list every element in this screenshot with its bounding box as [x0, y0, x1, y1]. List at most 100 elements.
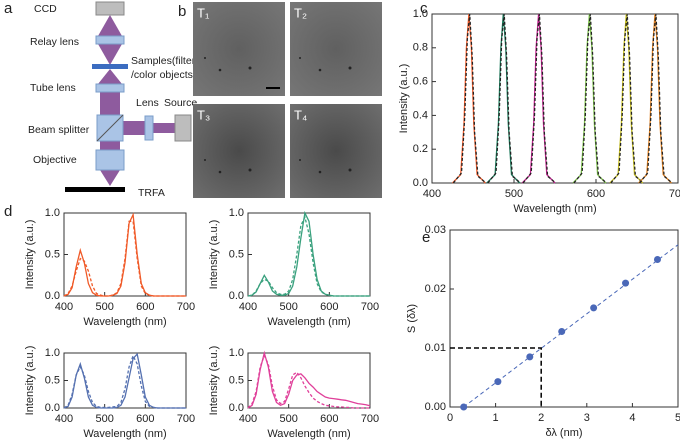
diagram-label: Lens	[136, 97, 159, 109]
spectrum-line	[638, 13, 673, 184]
diagram-label: Beam splitter	[28, 124, 90, 136]
image-grid	[193, 2, 382, 198]
y-tick-label: 0.4	[413, 109, 428, 121]
y-tick-label: 0.00	[425, 401, 446, 413]
spectrum-line	[573, 13, 608, 184]
x-tick-label: 400	[239, 413, 257, 425]
diagram-label: Source	[164, 97, 197, 109]
y-tick-label: 0.0	[45, 402, 60, 414]
y-axis-title: S (δλ)	[406, 304, 418, 333]
x-tick-label: 700	[177, 413, 195, 425]
relay-lens	[95, 35, 125, 45]
tube-lens	[95, 83, 125, 93]
spectrum-line	[247, 210, 370, 297]
beam	[153, 123, 175, 133]
y-tick-label: 0.5	[229, 248, 244, 260]
data-point	[653, 256, 661, 263]
image-label: T₄	[294, 107, 307, 122]
y-tick-label: 1.0	[45, 207, 60, 219]
plot-frame	[431, 13, 679, 184]
image	[193, 2, 285, 96]
x-tick-label: 500	[95, 413, 113, 425]
x-tick-label: 700	[177, 301, 195, 313]
y-tick-label: 1.0	[413, 8, 428, 20]
diagram-label: Tube lens	[30, 82, 76, 94]
beam	[100, 92, 120, 115]
x-tick-label: 600	[136, 413, 154, 425]
spectrum-line	[521, 13, 556, 184]
x-tick-label: 700	[669, 188, 680, 200]
panel-label: d	[4, 203, 12, 220]
spectrum-line	[247, 354, 370, 409]
diagram-label: Samples(filters	[131, 55, 200, 67]
y-tick-label: 0.01	[425, 342, 446, 354]
y-axis-title: Intensity (a.u.)	[24, 346, 36, 416]
x-tick-label: 5	[675, 412, 680, 424]
spectrum-line	[638, 13, 672, 184]
x-axis-title: Wavelength (nm)	[267, 316, 350, 328]
x-tick-label: 600	[320, 301, 338, 313]
y-tick-label: 0.8	[413, 42, 428, 54]
spectrum-line	[572, 13, 607, 184]
y-tick-label: 0.03	[425, 224, 446, 236]
image-label: T₂	[294, 5, 307, 20]
y-tick-label: 0.0	[45, 290, 60, 302]
diagram-label: CCD	[34, 3, 57, 15]
y-tick-label: 0.0	[229, 402, 244, 414]
y-axis-title: Intensity (a.u.)	[208, 220, 220, 290]
y-tick-label: 0.5	[229, 374, 244, 386]
diagram-label: Objective	[33, 154, 77, 166]
x-axis-title: Wavelength (nm)	[83, 428, 166, 440]
x-tick-label: 400	[55, 301, 73, 313]
sample	[92, 64, 128, 69]
beam	[123, 121, 145, 135]
image	[193, 104, 285, 198]
data-point	[590, 304, 598, 312]
x-tick-label: 400	[423, 188, 441, 200]
data-point	[622, 279, 630, 287]
spectrum-line	[63, 354, 186, 409]
plot-frame	[63, 352, 187, 409]
y-tick-label: 0.0	[413, 177, 428, 189]
y-axis-title: Intensity (a.u.)	[398, 64, 410, 134]
reference-line	[450, 347, 542, 407]
panel-label: c	[420, 0, 428, 17]
diagram-label: TRFA	[138, 187, 165, 199]
x-tick-label: 500	[95, 301, 113, 313]
x-tick-label: 400	[239, 301, 257, 313]
x-tick-label: 600	[136, 301, 154, 313]
x-tick-label: 500	[279, 301, 297, 313]
spectrum-line	[63, 220, 186, 297]
spectrum-line	[452, 13, 486, 184]
x-tick-label: 700	[361, 301, 379, 313]
diagram-label: /color objects)	[131, 69, 196, 81]
data-point	[526, 353, 534, 361]
optical-diagram	[65, 1, 192, 192]
y-tick-label: 0.5	[45, 374, 60, 386]
diagram-label: Relay lens	[30, 36, 79, 48]
x-tick-label: 700	[361, 413, 379, 425]
ccd	[95, 1, 125, 16]
y-axis-title: Intensity (a.u.)	[208, 346, 220, 416]
spectrum-line	[247, 215, 370, 297]
x-axis-title: Wavelength (nm)	[513, 203, 596, 215]
x-axis-title: Wavelength (nm)	[83, 316, 166, 328]
spectrum-line	[63, 352, 186, 409]
spectrum-line	[63, 212, 186, 297]
beam	[98, 15, 122, 36]
data-point	[460, 403, 468, 411]
x-tick-label: 4	[629, 412, 635, 424]
y-tick-label: 0.6	[413, 76, 428, 88]
x-axis-title: δλ (nm)	[545, 427, 582, 439]
y-tick-label: 0.02	[425, 283, 446, 295]
x-tick-label: 0	[447, 412, 453, 424]
beam	[100, 170, 120, 186]
plot-frame	[449, 229, 679, 408]
panel-label: e	[422, 229, 430, 246]
image	[290, 2, 382, 96]
x-tick-label: 600	[320, 413, 338, 425]
x-tick-label: 3	[584, 412, 590, 424]
x-axis-title: Wavelength (nm)	[267, 428, 350, 440]
data-point	[558, 327, 566, 335]
